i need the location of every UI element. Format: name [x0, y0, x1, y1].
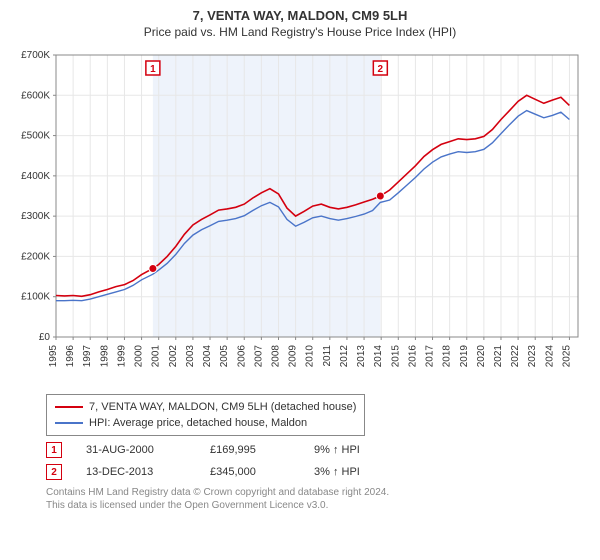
svg-text:2004: 2004: [202, 345, 213, 368]
svg-text:2009: 2009: [288, 345, 299, 368]
legend-label: HPI: Average price, detached house, Mald…: [89, 415, 307, 431]
svg-text:1999: 1999: [116, 345, 127, 368]
svg-text:2018: 2018: [442, 345, 453, 368]
svg-text:2014: 2014: [373, 345, 384, 368]
legend-row: HPI: Average price, detached house, Mald…: [55, 415, 356, 431]
footnote-line-1: Contains HM Land Registry data © Crown c…: [46, 486, 592, 499]
legend-label: 7, VENTA WAY, MALDON, CM9 5LH (detached …: [89, 399, 356, 415]
svg-text:£600K: £600K: [21, 90, 50, 101]
svg-text:2000: 2000: [134, 345, 145, 368]
annotation-hpi: 3% ↑ HPI: [314, 466, 394, 478]
annotation-marker: 1: [46, 442, 62, 458]
svg-text:£100K: £100K: [21, 292, 50, 303]
svg-text:£200K: £200K: [21, 251, 50, 262]
annotation-row: 1 31-AUG-2000 £169,995 9% ↑ HPI: [46, 442, 592, 458]
svg-text:2023: 2023: [527, 345, 538, 368]
svg-text:2013: 2013: [356, 345, 367, 368]
svg-text:2002: 2002: [168, 345, 179, 368]
annotation-price: £345,000: [210, 466, 290, 478]
svg-text:1: 1: [150, 64, 156, 75]
annotation-hpi: 9% ↑ HPI: [314, 444, 394, 456]
svg-text:1998: 1998: [99, 345, 110, 368]
svg-text:2016: 2016: [407, 345, 418, 368]
svg-text:2003: 2003: [185, 345, 196, 368]
svg-text:£0: £0: [39, 332, 51, 343]
svg-text:2020: 2020: [476, 345, 487, 368]
svg-text:2017: 2017: [425, 345, 436, 368]
svg-text:1996: 1996: [65, 345, 76, 368]
title-sub: Price paid vs. HM Land Registry's House …: [8, 25, 592, 39]
svg-text:2015: 2015: [390, 345, 401, 368]
svg-text:1997: 1997: [82, 345, 93, 368]
svg-text:£500K: £500K: [21, 131, 50, 142]
price-chart: £0 £100K £200K £300K £400K £500K £600K £700K 199…: [8, 45, 592, 385]
svg-text:2007: 2007: [253, 345, 264, 368]
svg-text:£300K: £300K: [21, 211, 50, 222]
annotation-date: 31-AUG-2000: [86, 444, 186, 456]
legend-swatch: [55, 406, 83, 408]
legend-swatch: [55, 422, 83, 424]
svg-text:2011: 2011: [322, 345, 333, 367]
annotation-price: £169,995: [210, 444, 290, 456]
svg-text:2025: 2025: [561, 345, 572, 368]
chart-container: £0 £100K £200K £300K £400K £500K £600K £700K 199…: [8, 45, 592, 388]
legend-row: 7, VENTA WAY, MALDON, CM9 5LH (detached …: [55, 399, 356, 415]
svg-text:2001: 2001: [151, 345, 162, 368]
svg-text:2005: 2005: [219, 345, 230, 368]
svg-text:2019: 2019: [459, 345, 470, 368]
svg-text:2008: 2008: [270, 345, 281, 368]
svg-text:£400K: £400K: [21, 171, 50, 182]
title-main: 7, VENTA WAY, MALDON, CM9 5LH: [8, 8, 592, 23]
svg-text:2024: 2024: [544, 345, 555, 368]
footnote: Contains HM Land Registry data © Crown c…: [46, 486, 592, 512]
svg-text:2: 2: [378, 64, 384, 75]
legend: 7, VENTA WAY, MALDON, CM9 5LH (detached …: [46, 394, 365, 436]
svg-text:£700K: £700K: [21, 50, 50, 61]
svg-text:2012: 2012: [339, 345, 350, 368]
svg-text:2021: 2021: [493, 345, 504, 368]
annotation-date: 13-DEC-2013: [86, 466, 186, 478]
annotation-row: 2 13-DEC-2013 £345,000 3% ↑ HPI: [46, 464, 592, 480]
svg-text:2006: 2006: [236, 345, 247, 368]
svg-text:2022: 2022: [510, 345, 521, 368]
svg-text:2010: 2010: [305, 345, 316, 368]
annotation-list: 1 31-AUG-2000 £169,995 9% ↑ HPI 2 13-DEC-2013…: [46, 442, 592, 480]
title-block: 7, VENTA WAY, MALDON, CM9 5LH Price paid…: [8, 8, 592, 39]
svg-text:1995: 1995: [48, 345, 59, 368]
annotation-marker: 2: [46, 464, 62, 480]
footnote-line-2: This data is licensed under the Open Gov…: [46, 499, 592, 512]
